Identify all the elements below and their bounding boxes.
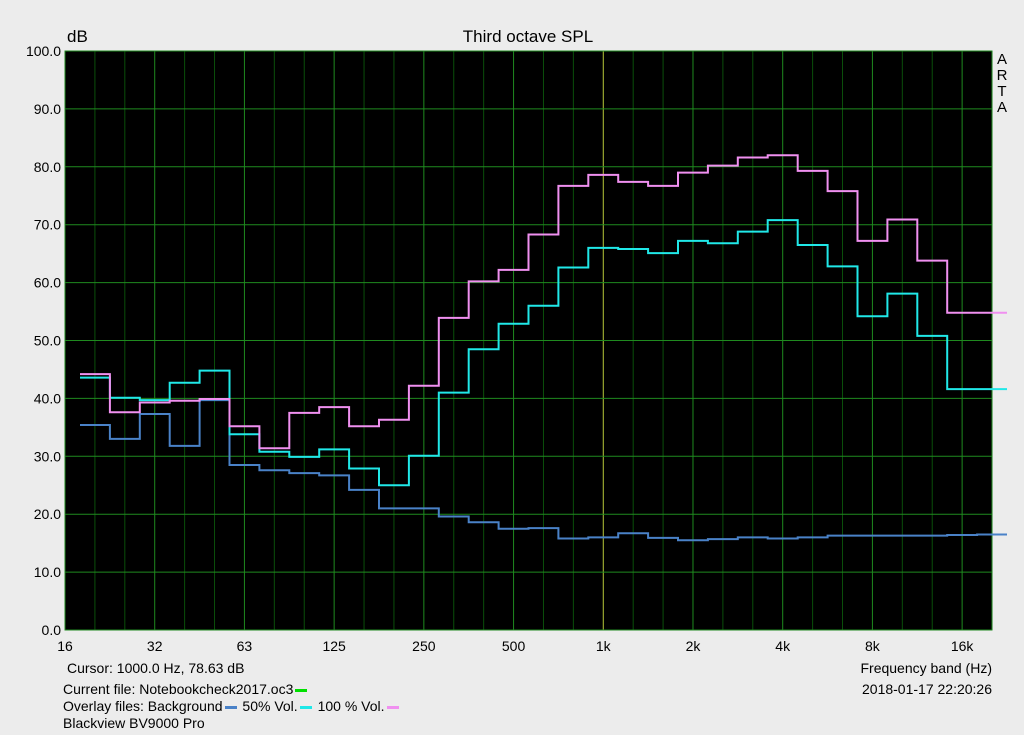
x-tick-label: 8k	[865, 638, 881, 654]
x-tick-label: 2k	[686, 638, 702, 654]
y-tick-label: 80.0	[34, 159, 61, 175]
device-name: Blackview BV9000 Pro	[63, 715, 205, 731]
y-tick-label: 20.0	[34, 506, 61, 522]
y-tick-label: 40.0	[34, 390, 61, 406]
y-tick-label: 70.0	[34, 217, 61, 233]
plot-border	[64, 50, 993, 631]
background-swatch	[224, 705, 237, 709]
x-tick-label: 1k	[596, 638, 612, 654]
current-file: Current file: Notebookcheck2017.oc3	[63, 681, 309, 697]
current-file-swatch	[295, 688, 308, 692]
watermark-letter: A	[996, 99, 1007, 116]
hundred-vol-swatch	[386, 705, 399, 709]
overlay-100-label: 100 % Vol.	[313, 698, 385, 714]
x-tick-label: 250	[412, 638, 436, 654]
x-tick-label: 16k	[951, 638, 975, 654]
y-tick-label: 50.0	[34, 333, 61, 349]
overlay-50-label: 50% Vol.	[238, 698, 298, 714]
x-tick-label: 4k	[775, 638, 791, 654]
overlay-files: Overlay files: Background 50% Vol. 100 %…	[63, 698, 401, 714]
watermark-letter: R	[996, 67, 1008, 84]
y-tick-label: 30.0	[34, 448, 61, 464]
watermark-letter: A	[996, 51, 1007, 68]
series-line-50-vol	[80, 219, 1007, 487]
y-tick-label: 10.0	[34, 564, 61, 580]
current-file-label: Current file: Notebookcheck2017.oc3	[63, 681, 294, 697]
y-tick-label: 60.0	[34, 275, 61, 291]
timestamp: 2018-01-17 22:20:26	[862, 681, 992, 697]
fifty-vol-swatch	[299, 705, 312, 709]
y-tick-label: 90.0	[34, 101, 61, 117]
chart-title: Third octave SPL	[462, 27, 594, 46]
x-tick-label: 500	[502, 638, 526, 654]
series-line-100-vol	[80, 154, 1007, 450]
overlay-background-label: Overlay files: Background	[63, 698, 223, 714]
y-axis-label: dB	[67, 27, 88, 46]
cursor-readout: Cursor: 1000.0 Hz, 78.63 dB	[67, 660, 245, 676]
y-tick-label: 100.0	[26, 43, 61, 59]
x-tick-label: 16	[57, 638, 73, 654]
y-tick-label: 0.0	[42, 622, 62, 638]
arta-watermark: A R T A	[995, 52, 1009, 116]
x-tick-label: 125	[322, 638, 346, 654]
x-axis-label: Frequency band (Hz)	[860, 660, 992, 676]
x-tick-label: 63	[237, 638, 253, 654]
x-tick-label: 32	[147, 638, 163, 654]
watermark-letter: T	[997, 83, 1007, 100]
